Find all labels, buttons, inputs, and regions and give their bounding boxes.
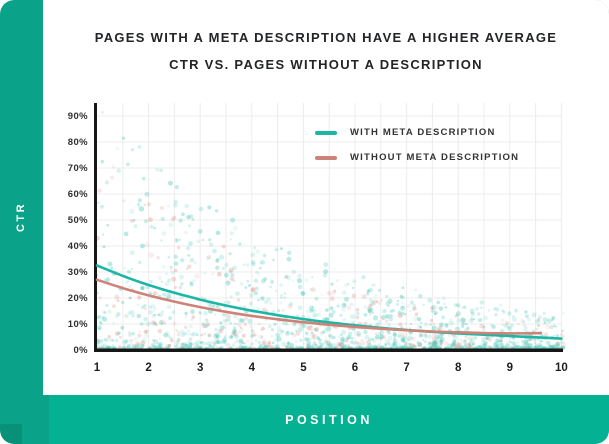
chart-legend: WITH META DESCRIPTION WITHOUT META DESCR…: [315, 124, 519, 166]
legend-label-with-meta: WITH META DESCRIPTION: [350, 127, 496, 138]
legend-item-with-meta: WITH META DESCRIPTION: [315, 124, 519, 141]
with-meta-line-swatch: [315, 130, 337, 135]
y-axis-bar-label: CTR: [15, 201, 28, 233]
corner-accent: [0, 424, 22, 444]
legend-label-without-meta: WITHOUT META DESCRIPTION: [350, 152, 520, 163]
without-meta-line-swatch: [315, 155, 337, 160]
legend-item-without-meta: WITHOUT META DESCRIPTION: [315, 149, 519, 166]
chart-title: PAGES WITH A META DESCRIPTION HAVE A HIG…: [43, 31, 609, 71]
x-axis-bar: POSITION: [49, 395, 609, 444]
y-axis-bar: CTR: [0, 188, 43, 246]
chart-title-line-2: CTR VS. PAGES WITHOUT A DESCRIPTION: [169, 57, 483, 72]
chart-title-line-1: PAGES WITH A META DESCRIPTION HAVE A HIG…: [94, 30, 558, 45]
x-axis-bar-label: POSITION: [285, 412, 373, 427]
